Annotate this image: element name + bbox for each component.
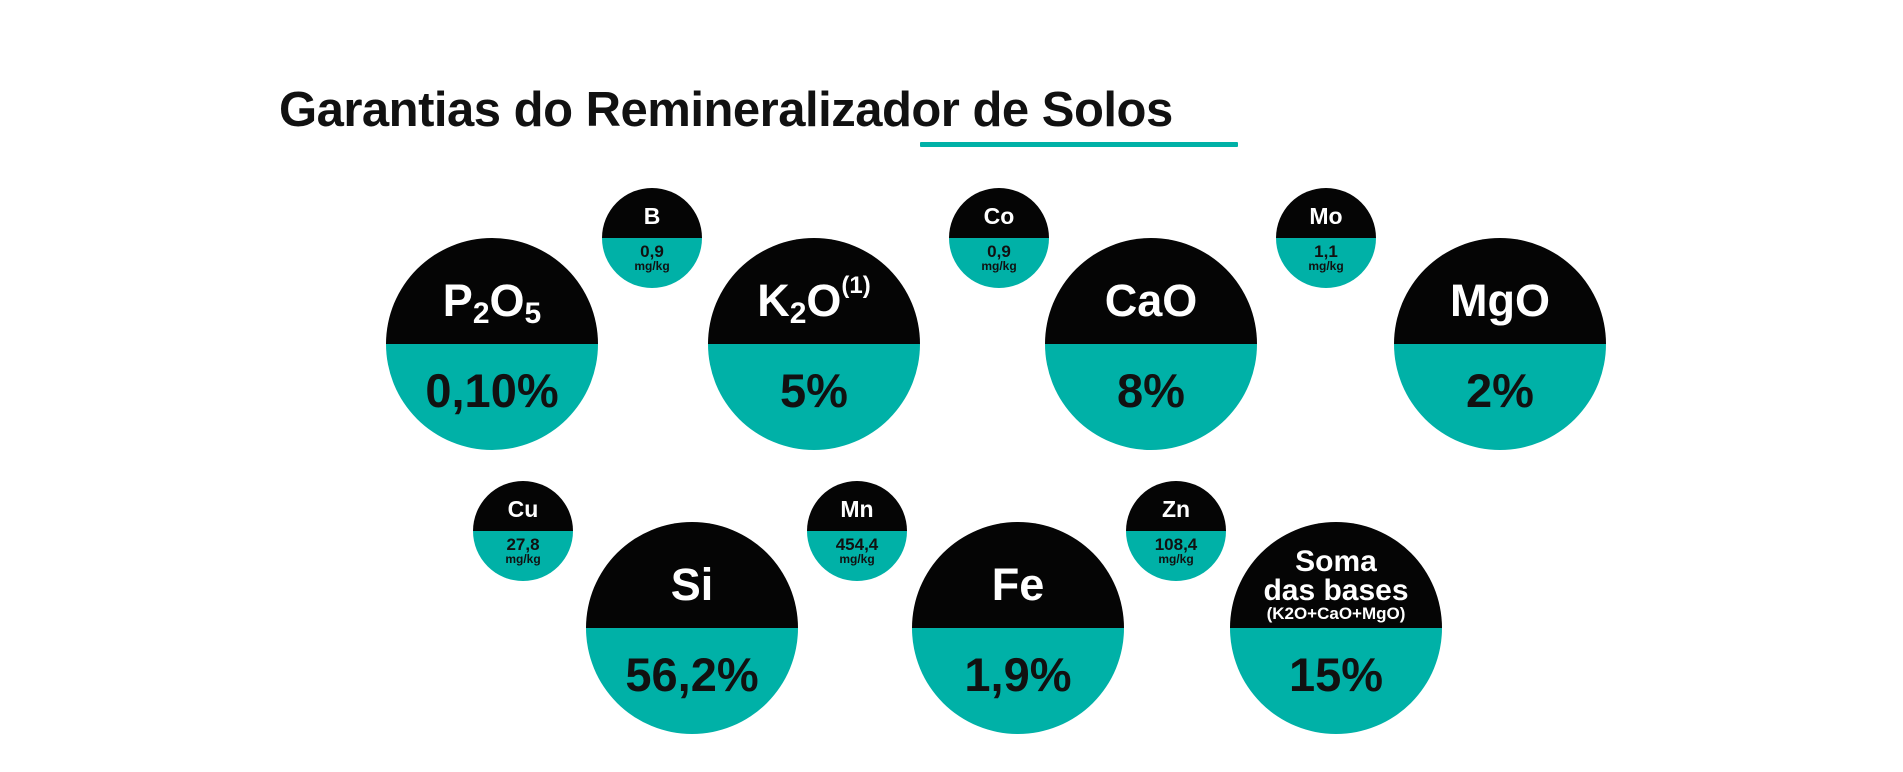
- page-title: Garantias do Remineralizador de Solos: [279, 83, 1173, 137]
- nutrient-value: 5%: [780, 363, 848, 417]
- subscript: 2: [472, 297, 490, 330]
- nutrient-label: MgO: [1450, 274, 1550, 326]
- micronutrient-unit: mg/kg: [839, 552, 875, 566]
- nutrient-value: 0,10%: [425, 363, 559, 417]
- nutrient-value: 1,9%: [964, 647, 1072, 701]
- micronutrient-circle-cu: Cu 27,8 mg/kg: [473, 481, 573, 581]
- nutrient-label: K 2 O (1): [708, 238, 920, 344]
- label-line-1: Soma: [1295, 545, 1377, 578]
- label-line-2: das bases: [1263, 574, 1409, 607]
- label-text: O: [806, 274, 842, 326]
- micronutrient-label: Cu: [507, 495, 539, 522]
- micronutrient-value: 0,9: [640, 242, 664, 261]
- label-text: O: [489, 274, 525, 326]
- subscript: 5: [524, 297, 542, 330]
- nutrient-label: CaO: [1104, 274, 1198, 326]
- micronutrient-label: Zn: [1161, 495, 1191, 522]
- nutrient-circle-k2o: K 2 O (1) 5%: [708, 238, 920, 450]
- micronutrient-value: 108,4: [1154, 535, 1198, 554]
- nutrient-value: 15%: [1288, 647, 1384, 701]
- micronutrient-circle-co: Co 0,9 mg/kg: [949, 188, 1049, 288]
- nutrient-label: Soma das bases (K2O+CaO+MgO): [1230, 522, 1442, 628]
- micronutrient-value: 27,8: [506, 535, 540, 554]
- nutrient-label: Fe: [991, 558, 1045, 610]
- micronutrient-unit: mg/kg: [981, 259, 1017, 273]
- nutrient-circle-soma-bases: Soma das bases (K2O+CaO+MgO) 15%: [1230, 522, 1442, 734]
- micronutrient-label: Mo: [1309, 202, 1343, 229]
- micronutrient-circle-mo: Mo 1,1 mg/kg: [1276, 188, 1376, 288]
- micronutrient-circle-mn: Mn 454,4 mg/kg: [807, 481, 907, 581]
- micronutrient-unit: mg/kg: [634, 259, 670, 273]
- title-underline: [920, 142, 1238, 147]
- nutrient-value: 56,2%: [625, 647, 759, 701]
- nutrient-circle-fe: Fe 1,9%: [912, 522, 1124, 734]
- nutrient-value: 2%: [1466, 363, 1534, 417]
- micronutrient-value: 454,4: [835, 535, 879, 554]
- micronutrient-unit: mg/kg: [505, 552, 541, 566]
- micronutrient-label: Mn: [840, 495, 874, 522]
- micronutrient-label: B: [643, 202, 661, 229]
- nutrient-value: 8%: [1117, 363, 1185, 417]
- micronutrient-circle-zn: Zn 108,4 mg/kg: [1126, 481, 1226, 581]
- subscript: 2: [789, 297, 807, 330]
- label-formula: (K2O+CaO+MgO): [1266, 604, 1406, 623]
- micronutrient-unit: mg/kg: [1308, 259, 1344, 273]
- micronutrient-value: 0,9: [987, 242, 1011, 261]
- micronutrient-value: 1,1: [1314, 242, 1338, 261]
- superscript-note: (1): [841, 272, 871, 299]
- nutrient-label: Si: [670, 558, 714, 610]
- nutrient-circle-mgo: MgO 2%: [1394, 238, 1606, 450]
- micronutrient-circle-b: B 0,9 mg/kg: [602, 188, 702, 288]
- label-text: P: [442, 274, 473, 326]
- micronutrient-label: Co: [983, 202, 1015, 229]
- micronutrient-unit: mg/kg: [1158, 552, 1194, 566]
- label-text: K: [757, 274, 790, 326]
- nutrient-circle-cao: CaO 8%: [1045, 238, 1257, 450]
- nutrient-circle-si: Si 56,2%: [586, 522, 798, 734]
